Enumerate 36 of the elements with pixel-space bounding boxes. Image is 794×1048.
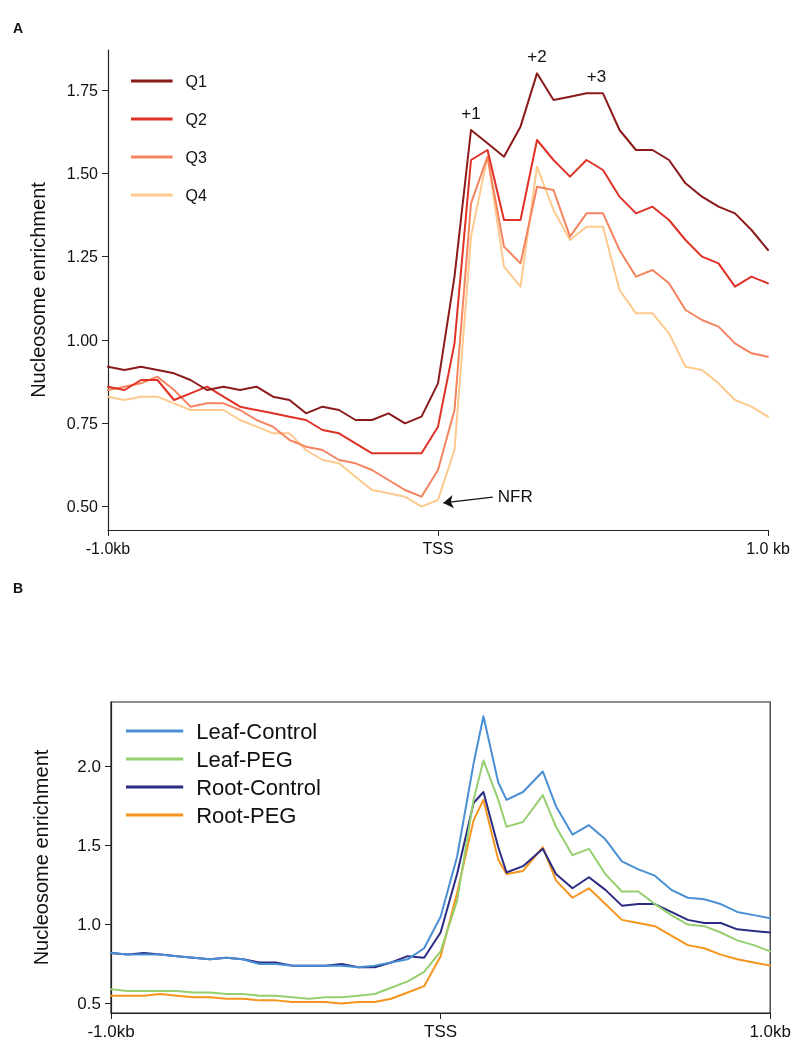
y-tick-label: 0.75 — [66, 414, 99, 432]
y-axis-title: Nucleosome enrichment — [27, 181, 49, 398]
line-series — [107, 139, 769, 455]
line-series — [110, 715, 772, 969]
y-tick-label: 1.25 — [66, 248, 99, 266]
chart-title: A — [13, 20, 24, 36]
line-series — [110, 798, 772, 1005]
y-tick-label: 0.5 — [77, 994, 101, 1014]
x-tick-label: TSS — [424, 1022, 458, 1041]
x-tick-label: -1.0kb — [87, 1022, 135, 1041]
legend-label: Leaf-PEG — [196, 746, 293, 772]
legend-label: Root-PEG — [196, 802, 297, 828]
legend-label: Q1 — [185, 72, 208, 90]
x-tick-label: 1.0 kb — [746, 539, 790, 557]
legend-label: Root-Control — [196, 774, 321, 800]
annotation: +2 — [527, 47, 547, 67]
y-tick-label: 2.0 — [77, 757, 101, 777]
legend-label: Leaf-Control — [196, 718, 318, 744]
x-tick-label: -1.0kb — [85, 539, 131, 557]
y-axis-title: Nucleosome enrichment — [30, 749, 52, 966]
line-series — [107, 72, 769, 425]
y-tick-label: 1.00 — [66, 331, 99, 349]
annotation: +1 — [461, 104, 481, 123]
legend-label: Q4 — [185, 186, 208, 204]
y-tick-label: 0.50 — [66, 498, 99, 516]
y-tick-label: 1.50 — [66, 164, 99, 182]
x-tick-label: TSS — [422, 539, 454, 557]
legend-label: Q2 — [185, 110, 208, 128]
annotation: NFR — [497, 487, 533, 507]
y-tick-label: 1.75 — [66, 81, 99, 99]
y-tick-label: 1.0 — [77, 915, 101, 935]
x-tick-label: 1.0kb — [749, 1022, 791, 1041]
chart-title: B — [13, 580, 24, 596]
y-tick-label: 1.5 — [77, 836, 101, 856]
legend-label: Q3 — [185, 148, 208, 166]
annotation: +3 — [586, 67, 607, 87]
